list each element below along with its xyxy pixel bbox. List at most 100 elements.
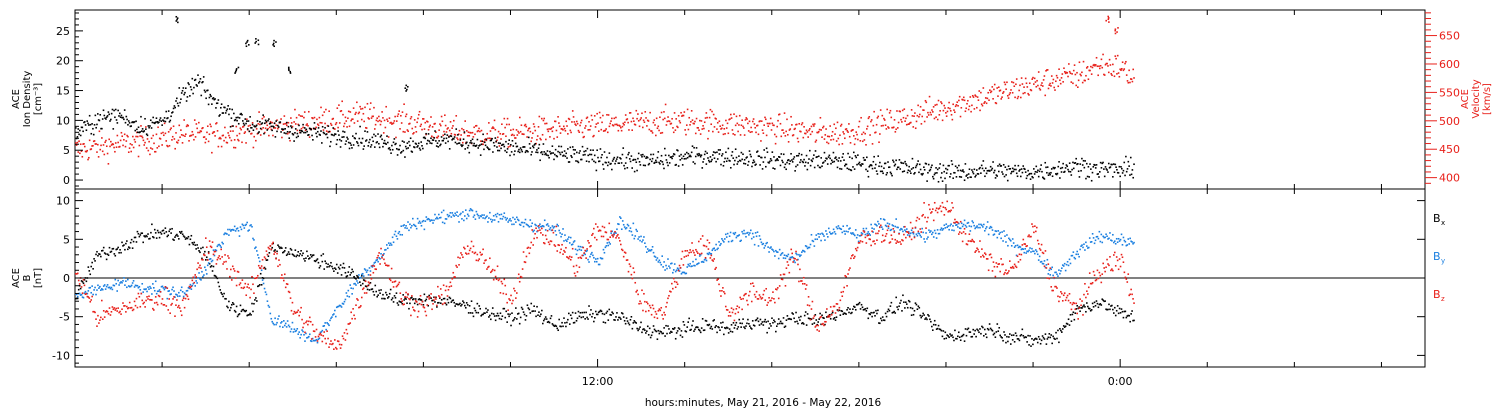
velocity-point <box>838 143 840 146</box>
velocity-point <box>931 109 933 111</box>
bz-point <box>151 299 153 301</box>
ion-density-point <box>247 120 250 122</box>
bx-point <box>127 246 130 248</box>
velocity-point <box>150 137 153 140</box>
velocity-point <box>986 97 989 100</box>
ion-density-point <box>417 145 419 147</box>
velocity-point <box>305 124 308 126</box>
ion-density-point <box>1129 174 1131 176</box>
velocity-point <box>999 89 1002 92</box>
ion-density-point <box>314 128 317 130</box>
by-point <box>387 242 390 244</box>
ion-density-point <box>451 138 453 141</box>
by-point <box>789 256 792 259</box>
by-point <box>658 259 661 262</box>
ion-density-point <box>449 135 452 137</box>
ion-density-point <box>110 112 113 115</box>
bx-point <box>731 331 734 333</box>
ion-density-point <box>233 112 235 115</box>
by-point <box>1079 248 1081 251</box>
ion-density-point <box>285 121 288 124</box>
ion-density-point <box>889 171 892 174</box>
ion-density-point <box>311 134 313 137</box>
ion-density-point <box>607 161 610 164</box>
by-point <box>605 245 608 247</box>
velocity-point <box>156 147 159 149</box>
velocity-point <box>1013 85 1016 88</box>
velocity-point <box>888 112 891 114</box>
ion-density-point <box>158 119 161 121</box>
ion-density-point <box>519 147 522 149</box>
ion-density-point <box>644 164 647 167</box>
by-point <box>1003 230 1005 232</box>
by-point <box>875 223 877 226</box>
ion-density-point <box>707 157 709 159</box>
ion-density-point <box>934 172 937 174</box>
bx-point <box>618 316 620 319</box>
bx-point <box>851 311 853 314</box>
velocity-point <box>257 122 260 125</box>
ion-density-point <box>654 161 656 164</box>
velocity-point <box>351 118 353 121</box>
velocity-point <box>347 117 349 120</box>
by-point <box>653 255 656 258</box>
ion-density-point <box>910 168 913 170</box>
ion-density-point <box>1062 162 1064 165</box>
velocity-point <box>712 130 714 133</box>
bx-point <box>523 313 526 316</box>
bx-point <box>535 315 537 318</box>
velocity-point <box>864 132 866 135</box>
velocity-point <box>1038 87 1041 90</box>
velocity-point <box>692 122 695 125</box>
velocity-point <box>974 94 976 97</box>
velocity-point <box>1117 72 1120 74</box>
velocity-point <box>468 134 471 137</box>
velocity-point <box>272 134 274 137</box>
velocity-point <box>811 130 814 133</box>
ion-density-point <box>663 167 665 170</box>
by-point <box>1101 241 1104 244</box>
ion-density-point <box>626 166 629 169</box>
ion-density-point <box>843 159 845 161</box>
by-point <box>403 224 405 226</box>
by-point <box>662 266 664 268</box>
velocity-point <box>623 124 625 126</box>
bx-point <box>1010 334 1013 337</box>
velocity-point <box>901 109 904 112</box>
by-point <box>168 290 170 292</box>
velocity-point <box>204 141 207 144</box>
velocity-point <box>998 90 1001 92</box>
velocity-point <box>872 124 875 127</box>
by-point <box>631 234 634 236</box>
bx-point <box>936 327 939 330</box>
velocity-point <box>283 115 286 117</box>
velocity-point <box>693 122 695 125</box>
ion-density-point <box>551 145 554 147</box>
bx-point <box>848 311 850 314</box>
velocity-point <box>206 131 208 134</box>
ion-density-point <box>866 170 869 172</box>
bx-point <box>311 254 314 257</box>
bz-point <box>132 308 135 311</box>
bx-point <box>1050 334 1053 336</box>
bx-point <box>486 311 488 313</box>
ion-density-point <box>960 176 963 178</box>
bx-point <box>920 316 923 319</box>
by-point <box>601 257 604 260</box>
by-point <box>646 248 649 250</box>
velocity-point <box>456 137 458 139</box>
velocity-point <box>726 122 729 125</box>
by-point <box>877 220 879 223</box>
bx-point <box>796 320 798 323</box>
bz-point <box>150 299 152 301</box>
ion-density-point <box>687 152 690 155</box>
by-point <box>872 231 874 233</box>
bx-point <box>946 334 949 336</box>
bx-point <box>915 303 918 306</box>
velocity-point <box>329 122 332 125</box>
ion-density-point <box>1021 171 1024 174</box>
velocity-point <box>1081 81 1084 84</box>
velocity-point <box>611 124 614 126</box>
ion-density-point <box>842 153 844 155</box>
bx-point <box>741 322 743 325</box>
